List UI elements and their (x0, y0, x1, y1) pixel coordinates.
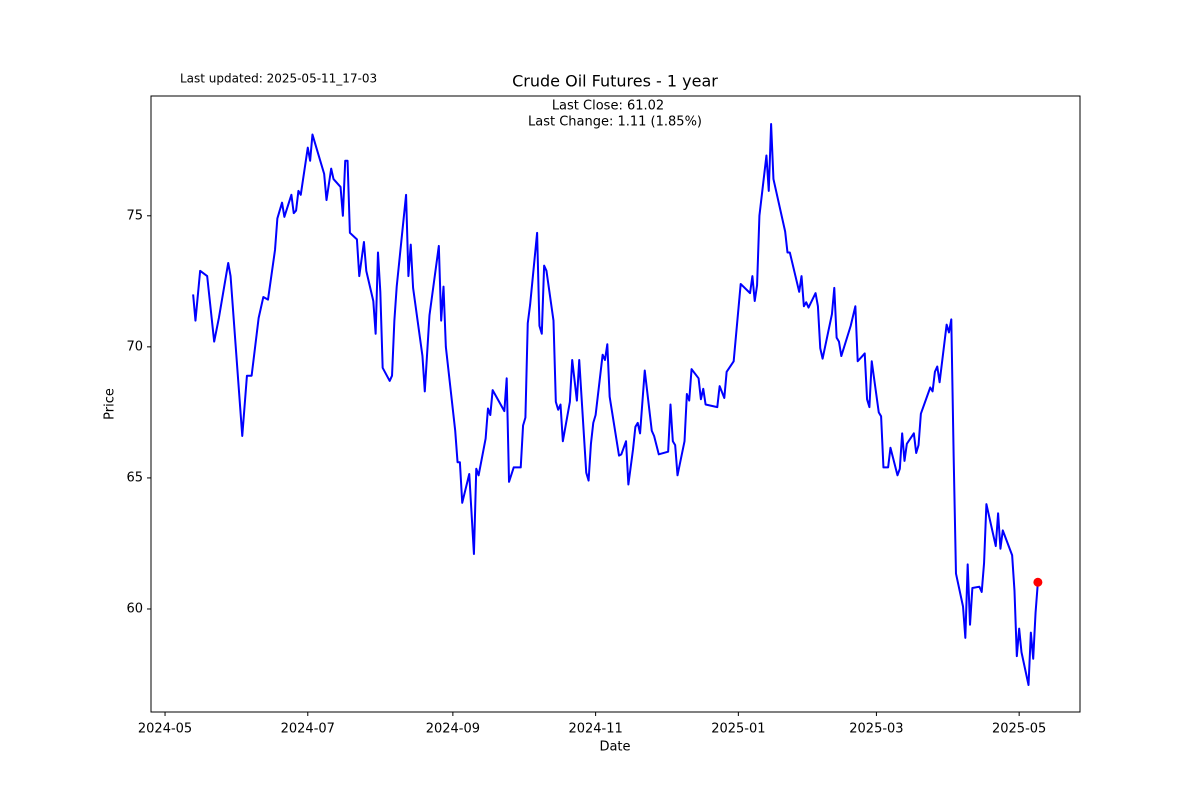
y-tick-label: 70 (126, 339, 143, 354)
last-point (1033, 577, 1043, 587)
y-axis-label: Price (103, 388, 118, 420)
y-tick-label: 65 (126, 470, 143, 485)
x-tick-label: 2024-11 (568, 722, 622, 737)
x-tick-label: 2025-03 (849, 722, 903, 737)
y-tick-label: 60 (126, 601, 143, 616)
x-tick-label: 2024-09 (426, 722, 480, 737)
plot-frame (150, 95, 1081, 713)
x-tick-label: 2025-05 (992, 722, 1046, 737)
chart-title: Crude Oil Futures - 1 year (512, 72, 718, 91)
x-tick-label: 2024-05 (138, 722, 192, 737)
price-line (192, 123, 1039, 686)
x-tick-label: 2024-07 (281, 722, 335, 737)
x-tick-label: 2025-01 (711, 722, 765, 737)
x-axis-label: Date (599, 740, 630, 755)
last-close: Last Close: 61.02 (552, 99, 664, 114)
last-updated: Last updated: 2025-05-11_17-03 (180, 72, 377, 86)
last-change: Last Change: 1.11 (1.85%) (528, 115, 702, 130)
y-tick-label: 75 (126, 208, 143, 223)
